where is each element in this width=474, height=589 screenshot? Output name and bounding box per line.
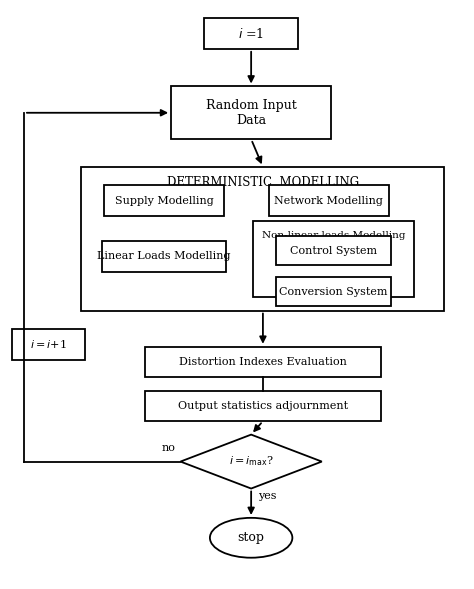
Text: $i = i_{\mathrm{max}}$?: $i = i_{\mathrm{max}}$? [229, 455, 273, 468]
Text: $i = i$+1: $i = i$+1 [30, 338, 67, 350]
Text: Output statistics adjournment: Output statistics adjournment [178, 401, 348, 411]
Text: stop: stop [237, 531, 264, 544]
Text: no: no [162, 443, 176, 453]
Text: Non-linear loads Modelling: Non-linear loads Modelling [262, 231, 405, 240]
Text: Conversion System: Conversion System [279, 287, 388, 297]
Text: $i$ =1: $i$ =1 [238, 27, 264, 41]
FancyBboxPatch shape [171, 87, 331, 139]
FancyBboxPatch shape [145, 347, 381, 377]
FancyBboxPatch shape [204, 18, 298, 49]
FancyBboxPatch shape [104, 186, 224, 216]
Text: Supply Modelling: Supply Modelling [115, 196, 213, 206]
Polygon shape [181, 435, 322, 488]
FancyBboxPatch shape [12, 329, 85, 359]
Text: Control System: Control System [290, 246, 377, 256]
FancyBboxPatch shape [101, 241, 227, 272]
FancyBboxPatch shape [269, 186, 389, 216]
FancyBboxPatch shape [145, 391, 381, 421]
Ellipse shape [210, 518, 292, 558]
Text: Network Modelling: Network Modelling [274, 196, 383, 206]
FancyBboxPatch shape [276, 236, 392, 264]
FancyBboxPatch shape [276, 277, 392, 306]
Text: yes: yes [258, 491, 277, 501]
FancyBboxPatch shape [254, 221, 414, 297]
Text: DETERMINISTIC  MODELLING: DETERMINISTIC MODELLING [167, 176, 359, 190]
FancyBboxPatch shape [82, 167, 444, 310]
Text: Linear Loads Modelling: Linear Loads Modelling [97, 252, 231, 262]
Text: Random Input
Data: Random Input Data [206, 99, 297, 127]
Text: Distortion Indexes Evaluation: Distortion Indexes Evaluation [179, 357, 347, 367]
